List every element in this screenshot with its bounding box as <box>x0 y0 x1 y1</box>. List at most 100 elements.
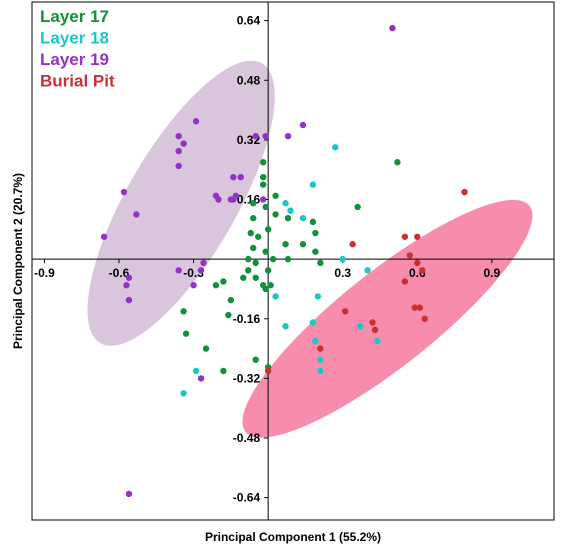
point-layer-19 <box>259 196 267 203</box>
point-layer-18 <box>287 207 294 214</box>
point-burial-pit <box>401 278 409 285</box>
y-tick-label: 0.16 <box>237 193 261 207</box>
point-layer-18 <box>317 367 324 375</box>
point-layer-17 <box>245 267 252 274</box>
point-layer-17 <box>267 282 274 289</box>
point-layer-17 <box>394 159 401 166</box>
point-burial-pit <box>349 241 356 248</box>
point-layer-17 <box>250 214 257 222</box>
point-layer-17 <box>250 244 257 252</box>
point-layer-17 <box>252 259 259 267</box>
y-tick-label: -0.32 <box>233 371 261 385</box>
point-layer-19 <box>175 162 182 170</box>
point-layer-19 <box>197 267 205 274</box>
point-layer-17 <box>220 278 227 285</box>
point-burial-pit <box>406 252 414 259</box>
y-tick-label: -0.64 <box>233 491 261 505</box>
point-layer-18 <box>282 323 289 330</box>
point-layer-17 <box>255 233 262 240</box>
point-layer-18 <box>364 267 371 274</box>
confidence-ellipses <box>87 60 533 438</box>
point-layer-17 <box>240 274 247 281</box>
point-burial-pit <box>461 188 468 196</box>
point-layer-19 <box>230 173 237 181</box>
point-burial-pit <box>317 345 324 352</box>
x-axis-title: Principal Component 1 (55.2%) <box>205 530 381 544</box>
point-layer-17 <box>262 203 269 211</box>
point-layer-17 <box>245 255 252 263</box>
point-burial-pit <box>421 315 428 322</box>
point-layer-18 <box>332 144 339 151</box>
point-burial-pit <box>264 367 272 375</box>
point-layer-19 <box>190 282 197 289</box>
point-layer-19 <box>299 121 307 129</box>
y-tick-label: 0.48 <box>237 73 261 87</box>
group-ellipse-1 <box>87 60 275 346</box>
point-layer-19 <box>262 132 269 140</box>
y-tick-label: -0.48 <box>233 431 261 445</box>
point-layer-17 <box>269 255 277 263</box>
point-layer-17 <box>180 308 187 315</box>
point-layer-17 <box>212 282 220 289</box>
point-layer-19 <box>175 147 182 155</box>
legend: Layer 17 Layer 18 Layer 19 Burial Pit <box>40 7 115 91</box>
point-layer-19 <box>125 274 133 281</box>
point-burial-pit <box>419 267 426 274</box>
point-layer-18 <box>309 181 317 188</box>
x-tick-label: -0.9 <box>34 266 55 280</box>
point-layer-17 <box>312 229 319 237</box>
legend-layer-19: Layer 19 <box>40 50 109 69</box>
point-layer-19 <box>200 259 207 267</box>
point-layer-17 <box>264 226 272 233</box>
point-burial-pit <box>414 259 421 267</box>
x-tick-label: -0.6 <box>109 266 130 280</box>
point-layer-19 <box>120 188 128 196</box>
point-layer-19 <box>227 196 235 203</box>
point-layer-17 <box>182 330 190 337</box>
point-layer-17 <box>272 192 279 199</box>
point-layer-17 <box>259 173 267 181</box>
point-burial-pit <box>342 308 349 315</box>
point-layer-19 <box>284 132 292 140</box>
point-layer-19 <box>192 118 200 125</box>
point-layer-17 <box>284 255 292 263</box>
point-layer-17 <box>252 356 259 363</box>
point-layer-18 <box>374 337 381 345</box>
point-layer-17 <box>272 211 279 218</box>
x-tick-label: 0.9 <box>484 266 501 280</box>
point-layer-17 <box>317 259 324 267</box>
point-layer-19 <box>125 490 133 498</box>
legend-layer-17: Layer 17 <box>40 7 109 26</box>
point-burial-pit <box>411 304 418 311</box>
point-layer-18 <box>272 293 279 300</box>
axes <box>32 2 554 520</box>
legend-layer-18: Layer 18 <box>40 29 109 48</box>
point-layer-19 <box>100 233 108 240</box>
point-layer-17 <box>225 311 232 319</box>
point-layer-18 <box>356 323 364 330</box>
point-layer-17 <box>312 248 319 255</box>
point-layer-19 <box>389 24 396 32</box>
point-burial-pit <box>371 326 379 334</box>
point-layer-18 <box>317 356 324 363</box>
point-layer-18 <box>312 337 319 345</box>
point-layer-17 <box>262 248 269 255</box>
point-layer-17 <box>220 367 227 375</box>
y-tick-label: 0.64 <box>237 14 261 28</box>
y-tick-label: -0.16 <box>233 312 261 326</box>
point-layer-17 <box>262 285 269 293</box>
point-layer-17 <box>247 229 254 237</box>
tick-labels: -0.9 -0.6 -0.3 0.3 0.6 0.90.640.480.320.16-0.… <box>34 14 500 505</box>
point-layer-17 <box>284 214 292 222</box>
point-layer-19 <box>133 211 140 218</box>
point-layer-19 <box>175 132 182 140</box>
point-burial-pit <box>416 304 423 311</box>
x-tick-label: 0.3 <box>334 266 351 280</box>
point-layer-19 <box>180 140 187 147</box>
point-layer-17 <box>264 267 272 274</box>
point-layer-18 <box>309 319 317 326</box>
point-layer-17 <box>259 181 267 188</box>
point-layer-19 <box>232 192 240 199</box>
point-layer-17 <box>309 218 317 226</box>
